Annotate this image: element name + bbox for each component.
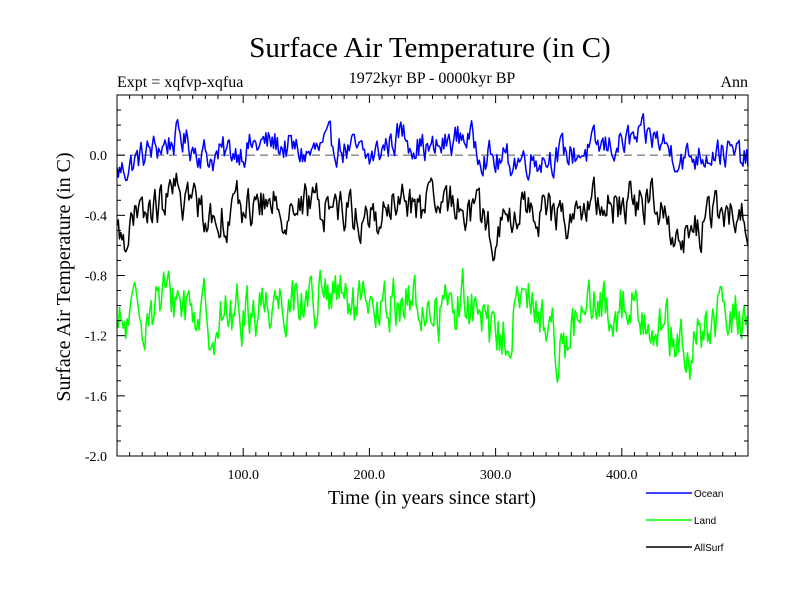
experiment-label: Expt = xqfvp-xqfua — [117, 74, 243, 91]
series-line-ocean — [116, 113, 749, 182]
x-tick-label: 100.0 — [227, 468, 259, 483]
axis-ticks: 100.0 200.0 300.0 400.0 0.0 -0.4 -0.8 -1.2 -1.6 -… — [85, 95, 748, 483]
y-tick-label: -0.8 — [85, 270, 107, 285]
y-axis-label: Surface Air Temperature (in C) — [53, 152, 75, 401]
y-tick-label: -1.6 — [85, 390, 107, 405]
x-tick-label: 300.0 — [480, 468, 512, 483]
legend-label-allsurf: AllSurf — [694, 543, 724, 554]
plot-area: 100.0 200.0 300.0 400.0 0.0 -0.4 -0.8 -1.2 -1.6 -… — [85, 94, 749, 483]
series-line-land — [116, 267, 749, 384]
season-label: Ann — [720, 74, 748, 91]
chart-title: Surface Air Temperature (in C) — [249, 32, 610, 64]
y-tick-label: 0.0 — [90, 149, 108, 164]
y-tick-label: -0.4 — [85, 209, 107, 224]
x-tick-label: 200.0 — [354, 468, 386, 483]
x-axis-label: Time (in years since start) — [328, 487, 536, 509]
series-layer — [116, 113, 749, 384]
y-tick-label: -1.2 — [85, 330, 107, 345]
legend: Ocean Land AllSurf — [646, 489, 724, 554]
series-line-allsurf — [116, 172, 749, 262]
y-tick-label: -2.0 — [85, 450, 107, 465]
x-tick-label: 400.0 — [606, 468, 638, 483]
legend-label-land: Land — [694, 516, 716, 527]
time-range-label: 1972kyr BP - 0000kyr BP — [349, 70, 516, 87]
legend-label-ocean: Ocean — [694, 489, 723, 500]
